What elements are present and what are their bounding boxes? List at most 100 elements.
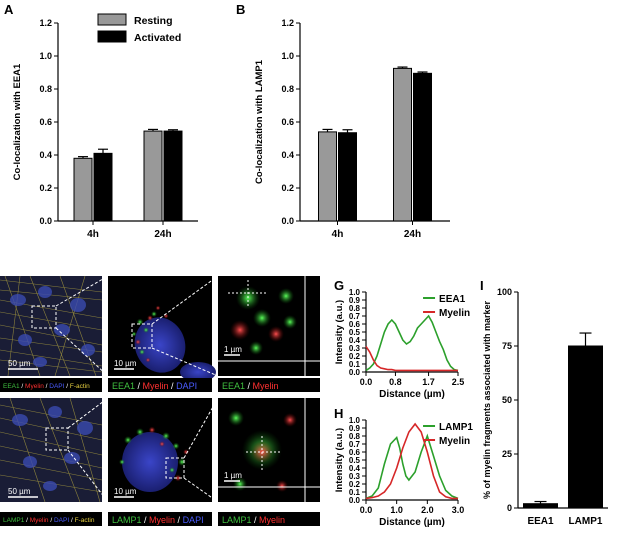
legend-label: Myelin bbox=[439, 308, 470, 319]
y-tick-label: 0.8 bbox=[39, 84, 52, 94]
x-tick-label: 1.0 bbox=[390, 505, 403, 515]
caption-part: Myelin bbox=[25, 383, 44, 390]
bar bbox=[73, 157, 93, 222]
scale-bar-f: 10 µm bbox=[114, 487, 137, 496]
scale-bar-d: 50 µm bbox=[8, 487, 31, 496]
y-tick-label: 0.8 bbox=[349, 304, 361, 313]
bar bbox=[318, 131, 337, 222]
y-tick-label: 0.0 bbox=[281, 216, 294, 226]
y-tick-label: 0.8 bbox=[349, 432, 361, 441]
y-tick-label: 0.9 bbox=[349, 424, 361, 433]
x-tick-label: 0.8 bbox=[389, 377, 402, 387]
caption-part: Myelin bbox=[259, 515, 285, 525]
chart-g-intensity-profile-eea1: 0.00.10.20.30.40.50.60.70.80.91.0Intensi… bbox=[334, 288, 470, 400]
panel-letter-a: A bbox=[4, 2, 14, 17]
scale-bar-c: 50 µm bbox=[8, 359, 31, 368]
y-tick-label: 0.6 bbox=[349, 320, 361, 329]
chart-b-colocalization-lamp1: 0.0 0.2 0.4 0.6 0.8 1.0 1.2 Co-localization wit… bbox=[254, 18, 450, 240]
bar bbox=[143, 130, 163, 222]
y-tick-label: 0.2 bbox=[349, 352, 361, 361]
y-tick-label: 1.0 bbox=[281, 51, 294, 61]
x-tick-label: 0.0 bbox=[360, 377, 373, 387]
y-tick-label: 0.1 bbox=[349, 360, 361, 369]
y-tick-label: 25 bbox=[502, 449, 512, 459]
scale-bar-e: 10 µm bbox=[114, 359, 137, 368]
x-tick-label: LAMP1 bbox=[569, 516, 603, 527]
y-tick-label: 0.1 bbox=[349, 488, 361, 497]
micrograph-f-zoom: 1 µm LAMP1 / Myelin bbox=[218, 398, 320, 526]
y-tick-label: 0.0 bbox=[349, 496, 361, 505]
x-tick-label: 3.0 bbox=[452, 505, 465, 515]
caption-part: F-actin bbox=[70, 383, 90, 390]
panel-letter-h: H bbox=[334, 406, 343, 421]
caption-part: Myelin bbox=[149, 515, 175, 525]
chart-h-intensity-profile-lamp1: 0.00.10.20.30.40.50.60.70.80.91.0Intensi… bbox=[334, 416, 473, 528]
legend-label: Activated bbox=[134, 32, 181, 44]
caption-part: / bbox=[252, 515, 260, 525]
scale-bar-e-zoom: 1 µm bbox=[224, 345, 242, 354]
bar bbox=[523, 503, 558, 509]
caption-e-zoom: EEA1 / Myelin bbox=[222, 381, 279, 391]
micrograph-c: 50 µm EEA1 / Myelin / DAPI / F-actin bbox=[0, 275, 109, 392]
x-axis-label: Distance (µm) bbox=[379, 517, 445, 528]
series-line-eea1 bbox=[365, 314, 459, 372]
micrograph-e: 10 µm EEA1 / Myelin / DAPI bbox=[108, 275, 219, 392]
caption-part: EEA1 bbox=[112, 381, 135, 391]
x-tick-label: EEA1 bbox=[527, 516, 554, 527]
y-axis-label: Intensity (a.u.) bbox=[334, 428, 345, 492]
panel-letter-i: I bbox=[480, 278, 484, 293]
bar bbox=[93, 152, 113, 222]
y-tick-label: 0.2 bbox=[39, 183, 52, 193]
caption-e: EEA1 / Myelin / DAPI bbox=[112, 381, 197, 391]
y-tick-label: 0.3 bbox=[349, 472, 361, 481]
y-tick-label: 0.5 bbox=[349, 328, 361, 337]
y-tick-label: 75 bbox=[502, 341, 512, 351]
caption-part: F-actin bbox=[75, 517, 95, 524]
y-tick-label: 0.6 bbox=[349, 448, 361, 457]
legend-label: EEA1 bbox=[439, 294, 466, 305]
x-tick-label: 4h bbox=[87, 229, 99, 240]
x-axis-label: Distance (µm) bbox=[379, 389, 445, 400]
caption-part: / bbox=[24, 517, 29, 524]
y-axis-label: Co-localization with EEA1 bbox=[12, 63, 23, 180]
x-tick-label: 4h bbox=[332, 229, 344, 240]
caption-part: / bbox=[169, 381, 177, 391]
panel-letter-b: B bbox=[236, 2, 245, 17]
caption-part: Myelin bbox=[143, 381, 169, 391]
x-tick-label: 2.5 bbox=[452, 377, 465, 387]
y-tick-label: 0.3 bbox=[349, 344, 361, 353]
y-tick-label: 1.0 bbox=[39, 51, 52, 61]
panel-letter-g: G bbox=[334, 278, 344, 293]
y-tick-label: 0.4 bbox=[349, 464, 361, 473]
bar bbox=[393, 67, 412, 222]
caption-part: Myelin bbox=[253, 381, 279, 391]
y-tick-label: 0.5 bbox=[349, 456, 361, 465]
x-tick-label: 1.7 bbox=[422, 377, 435, 387]
y-axis-label: Co-localization with LAMP1 bbox=[254, 59, 265, 184]
legend-swatch bbox=[97, 30, 127, 43]
micrograph-e-zoom: 1 µm EEA1 / Myelin bbox=[218, 276, 320, 392]
caption-d: LAMP1 / Myelin / DAPI / F-actin bbox=[3, 517, 95, 524]
caption-part: DAPI bbox=[176, 381, 197, 391]
chart-a-colocalization-eea1: 0.0 0.2 0.4 0.6 0.8 1.0 1.2 Co-localization wit… bbox=[12, 13, 198, 240]
caption-part: EEA1 bbox=[3, 383, 20, 390]
caption-part: / bbox=[135, 381, 143, 391]
bar bbox=[413, 72, 432, 222]
x-tick-label: 24h bbox=[154, 229, 171, 240]
caption-part: / bbox=[44, 383, 49, 390]
y-tick-label: 1.0 bbox=[349, 288, 361, 297]
caption-part: LAMP1 bbox=[112, 515, 142, 525]
series-line-lamp1 bbox=[365, 433, 459, 500]
caption-f: LAMP1 / Myelin / DAPI bbox=[112, 515, 204, 525]
bar bbox=[338, 132, 357, 222]
y-tick-label: 0.6 bbox=[281, 117, 294, 127]
legend-label: Myelin bbox=[439, 436, 470, 447]
y-axis-label: Intensity (a.u.) bbox=[334, 300, 345, 364]
x-tick-label: 0.0 bbox=[360, 505, 373, 515]
y-axis-label: % of myelin fragments associated with ma… bbox=[482, 300, 492, 499]
y-tick-label: 0.7 bbox=[349, 440, 361, 449]
y-tick-label: 0.6 bbox=[39, 117, 52, 127]
caption-part: / bbox=[20, 383, 25, 390]
scale-bar-f-zoom: 1 µm bbox=[224, 471, 242, 480]
